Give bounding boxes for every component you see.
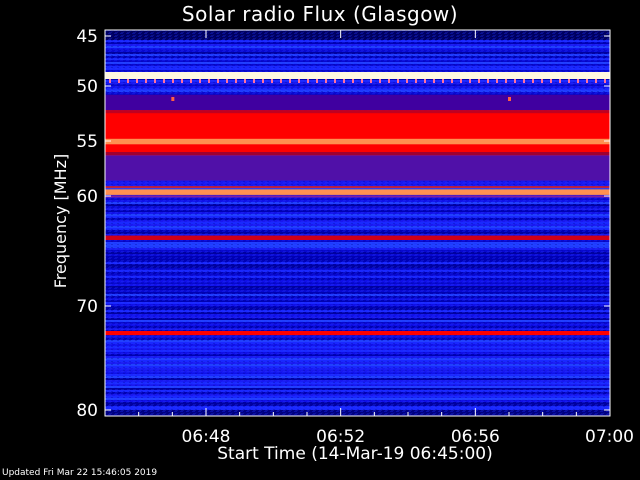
band-edge: [105, 110, 610, 114]
interference-tick: [190, 79, 192, 83]
x-tick-label: 06:48: [182, 427, 231, 447]
interference-tick: [280, 79, 282, 83]
band-red: [105, 330, 610, 336]
interference-tick: [235, 79, 237, 83]
interference-tick: [289, 79, 291, 83]
interference-tick: [577, 79, 579, 83]
interference-tick: [604, 79, 606, 83]
band-glow: [105, 186, 610, 189]
interference-tick: [343, 79, 345, 83]
interference-tick: [379, 79, 381, 83]
y-tick-label: 80: [76, 401, 98, 421]
band-white: [105, 72, 610, 79]
interference-tick: [262, 79, 264, 83]
interference-tick: [298, 79, 300, 83]
interference-tick: [550, 79, 552, 83]
interference-tick: [487, 79, 489, 83]
interference-tick: [271, 79, 273, 83]
interference-tick: [127, 79, 129, 83]
plot-frame: [104, 29, 611, 417]
interference-tick: [361, 79, 363, 83]
interference-tick: [595, 79, 597, 83]
y-tick-label: 60: [76, 187, 98, 207]
y-tick-label: 45: [76, 27, 98, 47]
interference-tick: [118, 79, 120, 83]
interference-tick: [163, 79, 165, 83]
interference-tick: [136, 79, 138, 83]
plot-area: [105, 30, 610, 416]
interference-tick: [397, 79, 399, 83]
interference-tick: [388, 79, 390, 83]
band-purple: [105, 155, 610, 181]
spike-mark: [171, 97, 175, 101]
interference-tick: [460, 79, 462, 83]
x-tick-label: 06:56: [451, 427, 500, 447]
interference-tick: [172, 79, 174, 83]
band-purple: [105, 94, 610, 111]
band-orange: [105, 189, 610, 195]
interference-tick: [532, 79, 534, 83]
band-edge: [105, 152, 610, 155]
interference-tick: [145, 79, 147, 83]
y-axis-label: Frequency [MHz]: [51, 153, 70, 289]
band-glow: [105, 195, 610, 198]
interference-tick: [370, 79, 372, 83]
x-axis: 06:48 06:52 06:56 07:00: [138, 30, 634, 447]
interference-tick: [469, 79, 471, 83]
y-tick-label: 70: [76, 297, 98, 317]
interference-tick: [154, 79, 156, 83]
band-red: [105, 110, 610, 156]
interference-tick: [316, 79, 318, 83]
interference-tick: [253, 79, 255, 83]
interference-tick: [109, 79, 111, 83]
interference-tick: [415, 79, 417, 83]
interference-tick: [496, 79, 498, 83]
interference-tick: [199, 79, 201, 83]
chart-title: Solar radio Flux (Glasgow): [181, 2, 459, 26]
interference-tick: [226, 79, 228, 83]
interference-tick: [307, 79, 309, 83]
band-orange: [105, 138, 610, 145]
y-tick-label: 55: [76, 132, 98, 152]
interference-tick: [334, 79, 336, 83]
interference-tick: [424, 79, 426, 83]
interference-tick: [559, 79, 561, 83]
spike-mark: [508, 97, 511, 101]
interference-tick: [442, 79, 444, 83]
interference-tick: [568, 79, 570, 83]
interference-tick: [433, 79, 435, 83]
updated-timestamp: Updated Fri Mar 22 15:46:05 2019: [2, 468, 158, 478]
noise-overlay: [105, 30, 610, 416]
interference-tick: [208, 79, 210, 83]
interference-tick: [514, 79, 516, 83]
interference-tick: [478, 79, 480, 83]
interference-tick: [244, 79, 246, 83]
y-tick-label: 50: [76, 77, 98, 97]
x-tick-label: 06:52: [316, 427, 365, 447]
interference-tick: [523, 79, 525, 83]
interference-tick: [541, 79, 543, 83]
y-axis: 45 50 55 60 70 80: [76, 27, 610, 421]
x-axis-label: Start Time (14-Mar-19 06:45:00): [217, 444, 493, 464]
interference-tick: [217, 79, 219, 83]
interference-tick: [352, 79, 354, 83]
interference-tick: [586, 79, 588, 83]
interference-tick: [505, 79, 507, 83]
x-tick-label: 07:00: [585, 427, 634, 447]
interference-tick: [325, 79, 327, 83]
interference-tick: [181, 79, 183, 83]
interference-tick: [406, 79, 408, 83]
band-dark-red: [105, 235, 610, 240]
interference-tick: [451, 79, 453, 83]
